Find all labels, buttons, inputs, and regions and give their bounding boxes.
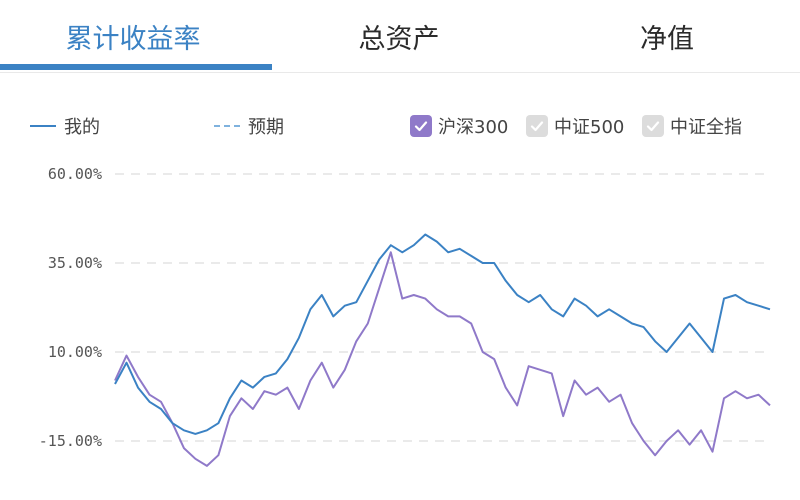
toggle-csi-all-label: 中证全指: [670, 117, 742, 138]
legend-mine: 我的: [30, 104, 100, 148]
legend-expected-label: 预期: [248, 117, 284, 138]
tab-total-assets[interactable]: 总资产: [358, 23, 440, 55]
checkbox-unchecked-icon[interactable]: [526, 115, 548, 137]
tab-cumulative-return[interactable]: 累计收益率: [65, 23, 201, 55]
toggle-hs300[interactable]: 沪深300: [410, 104, 508, 148]
toggle-csi-all[interactable]: 中证全指: [642, 104, 742, 148]
active-tab-indicator: [0, 64, 272, 70]
y-tick-label: 60.00%: [48, 165, 102, 183]
legend-expected: 预期: [214, 104, 284, 148]
tab-bar: 累计收益率 总资产 净值: [0, 0, 800, 73]
y-tick-label: 35.00%: [48, 254, 102, 272]
chart-legend: 我的 预期 沪深300 中证500 中证全指: [0, 104, 800, 148]
cumulative-return-chart[interactable]: 60.00% 35.00% 10.00% -15.00%: [0, 150, 800, 500]
toggle-hs300-label: 沪深300: [438, 117, 509, 138]
series-line-mine: [114, 233, 771, 435]
series-line-hs300: [114, 251, 771, 467]
solid-line-icon: [30, 125, 56, 127]
checkbox-checked-icon[interactable]: [410, 115, 432, 137]
checkbox-unchecked-icon[interactable]: [642, 115, 664, 137]
dashed-line-icon: [214, 125, 240, 127]
legend-mine-label: 我的: [64, 117, 100, 138]
tab-net-value[interactable]: 净值: [640, 23, 694, 55]
y-tick-label: 10.00%: [48, 343, 102, 361]
y-tick-label: -15.00%: [39, 432, 102, 450]
toggle-csi500-label: 中证500: [554, 117, 625, 138]
toggle-csi500[interactable]: 中证500: [526, 104, 624, 148]
